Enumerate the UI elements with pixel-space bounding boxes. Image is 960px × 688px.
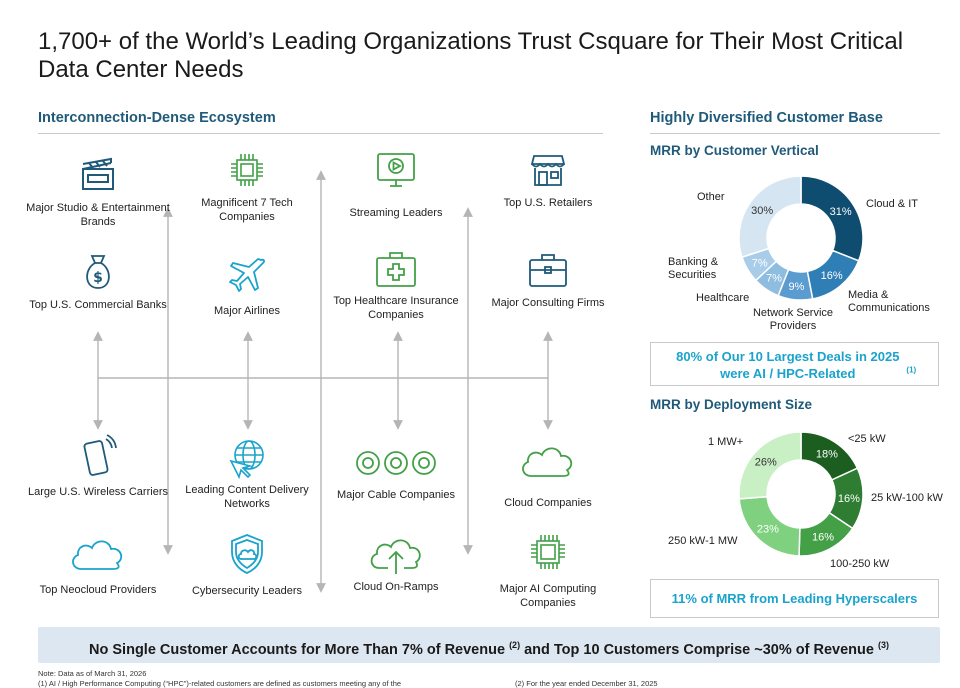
cell-streaming: Streaming Leaders (321, 150, 471, 220)
d1-slice-0 (800, 175, 864, 262)
d2-value-label-2: 16% (812, 532, 834, 544)
donut1-label-nsp: Network Service Providers (752, 307, 834, 332)
cell-mag7: Magnificent 7 Tech Companies (172, 150, 322, 224)
medical-kit-icon (376, 252, 416, 287)
cell-onramps: Cloud On-Ramps (321, 532, 471, 594)
donut2-label-1mw: 1 MW+ (708, 436, 744, 448)
cell-label: Streaming Leaders (349, 207, 443, 219)
cell-label: Magnificent 7 Tech Companies (201, 197, 293, 223)
money-bag-icon: $ (86, 255, 110, 289)
ai-deals-text: 80% of Our 10 Largest Deals in 2025 were… (676, 349, 900, 381)
d2-value-label-4: 26% (755, 456, 777, 468)
clapperboard-icon (82, 157, 114, 190)
d2-value-label-0: 18% (816, 449, 838, 461)
cell-label: Cybersecurity Leaders (191, 585, 303, 597)
cell-label: Top U.S. Retailers (503, 197, 593, 209)
donut1-label-media: Media & Communications (848, 289, 930, 314)
donut2-label-25-100: 25 kW-100 kW (871, 492, 943, 504)
ecosystem-heading: Interconnection-Dense Ecosystem (38, 110, 276, 126)
banner-text-1: No Single Customer Accounts for More Tha… (89, 641, 506, 658)
donut2-label-100-250: 100-250 kW (830, 558, 890, 570)
cell-label: Large U.S. Wireless Carriers (28, 486, 168, 498)
banner-footnote-2: (2) (509, 640, 521, 650)
cell-label: Top U.S. Commercial Banks (29, 299, 167, 311)
cell-label: Top Neocloud Providers (39, 584, 157, 596)
d1-value-label-0: 31% (830, 206, 852, 218)
banner-footnote-3: (3) (877, 640, 889, 650)
revenue-concentration-banner: No Single Customer Accounts for More Tha… (38, 627, 940, 663)
deployment-donut-chart: 18% 16% 16% 23% 26% (738, 431, 864, 557)
airplane-icon (229, 258, 265, 292)
storefront-icon (530, 155, 566, 186)
donut1-label-cloud: Cloud & IT (866, 198, 918, 210)
vertical-donut-chart: 31% 16% 9% 7% 7% 30% (738, 175, 864, 301)
ai-chip-icon (531, 535, 565, 569)
cell-label: Major Airlines (213, 305, 281, 317)
svg-text:$: $ (93, 270, 103, 286)
page-title: 1,700+ of the World’s Leading Organizati… (38, 28, 904, 83)
d1-slice-5 (738, 175, 802, 259)
globe-cursor-icon (229, 440, 264, 479)
cell-label: Cloud Companies (504, 497, 592, 509)
customer-base-divider (650, 133, 940, 134)
cell-label: Top Healthcare Insurance Companies (333, 295, 459, 321)
deployment-chart-title: MRR by Deployment Size (650, 397, 813, 412)
cell-healthcare: Top Healthcare Insurance Companies (321, 248, 471, 322)
note-footnote-2: (2) For the year ended December 31, 2025 (515, 679, 658, 688)
smartphone-icon (83, 434, 117, 476)
cell-airlines: Major Airlines (172, 255, 322, 318)
d1-value-label-1: 16% (821, 270, 843, 282)
d2-value-label-3: 23% (757, 524, 779, 536)
cell-label: Major Studio & Entertainment Brands (26, 202, 170, 228)
ai-deals-callout: 80% of Our 10 Largest Deals in 2025 were… (650, 342, 939, 386)
donut2-label-lt25: <25 kW (848, 433, 886, 445)
note-date: Note: Data as of March 31, 2026 (38, 669, 147, 678)
customer-base-heading: Highly Diversified Customer Base (650, 110, 883, 126)
cell-banks: $ Top U.S. Commercial Banks (23, 252, 173, 312)
vertical-chart-title: MRR by Customer Vertical (650, 143, 819, 158)
cell-label: Major AI Computing Companies (499, 583, 597, 609)
cell-studio: Major Studio & Entertainment Brands (23, 155, 173, 229)
monitor-play-icon (377, 153, 415, 187)
shield-cloud-icon (231, 534, 263, 574)
cell-label: Leading Content Delivery Networks (185, 484, 309, 510)
donut2-label-250-1mw: 250 kW-1 MW (668, 535, 738, 547)
briefcase-icon (529, 254, 567, 287)
ai-deals-footnote: (1) (906, 365, 917, 375)
cell-label: Major Cable Companies (337, 489, 455, 501)
d1-value-label-2: 9% (789, 281, 805, 293)
donut1-label-banking: Banking & Securities (668, 256, 719, 281)
cell-label: Major Consulting Firms (491, 297, 605, 309)
cell-neocloud: Top Neocloud Providers (23, 535, 173, 597)
cell-cable: Major Cable Companies (321, 448, 471, 502)
d2-value-label-1: 16% (838, 493, 860, 505)
d1-value-label-4: 7% (752, 257, 768, 269)
cloud-icon (522, 447, 573, 477)
donut1-label-other: Other (697, 191, 725, 203)
d1-value-label-5: 30% (751, 205, 773, 217)
banner-text-2: and Top 10 Customers Comprise ~30% of Re… (524, 641, 874, 658)
cell-retailers: Top U.S. Retailers (473, 150, 623, 210)
cell-ai: Major AI Computing Companies (473, 532, 623, 610)
cable-rings-icon (356, 451, 436, 475)
cell-cdn: Leading Content Delivery Networks (172, 437, 322, 511)
cell-consulting: Major Consulting Firms (473, 250, 623, 310)
cloud-upload-icon (370, 539, 421, 574)
hyperscalers-callout: 11% of MRR from Leading Hyperscalers (650, 579, 939, 618)
chip-icon (231, 154, 263, 186)
cloud-outline-icon (72, 540, 123, 570)
cell-cyber: Cybersecurity Leaders (172, 532, 322, 598)
cell-label: Cloud On-Ramps (353, 581, 439, 593)
cell-cloud: Cloud Companies (473, 440, 623, 510)
donut1-label-healthcare: Healthcare (696, 292, 750, 304)
d2-slice-4 (738, 431, 802, 500)
ecosystem-divider (38, 133, 603, 134)
cell-wireless: Large U.S. Wireless Carriers (23, 433, 173, 499)
note-footnote-1: (1) AI / High Performance Computing (“HP… (38, 679, 402, 688)
d1-value-label-3: 7% (766, 273, 782, 285)
